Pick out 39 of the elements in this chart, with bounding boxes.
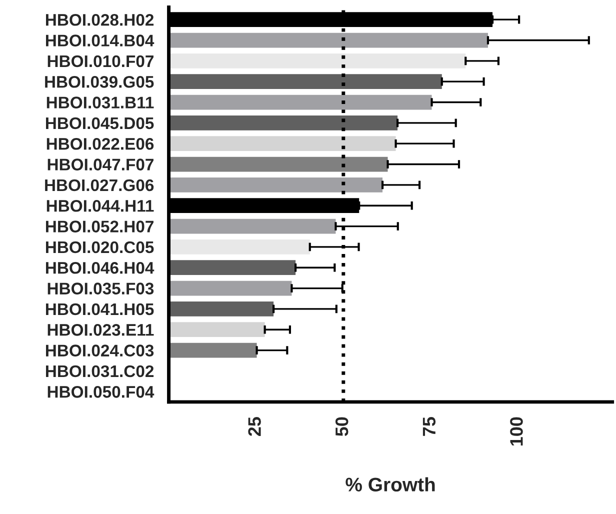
bar <box>168 342 257 358</box>
y-tick-label: HBOI.020.C05 <box>46 241 154 254</box>
y-tick-label: HBOI.046.H04 <box>46 262 154 274</box>
y-tick-label: HBOI.031.B11 <box>46 96 154 108</box>
x-tick-label: 50 <box>335 417 348 436</box>
y-tick-label: HBOI.044.H11 <box>46 200 154 212</box>
bar <box>168 260 296 276</box>
bar <box>168 32 488 48</box>
y-tick-label: HBOI.014.B04 <box>46 34 154 46</box>
y-tick-label: HBOI.031.C02 <box>46 365 154 378</box>
bar <box>168 94 432 110</box>
bar <box>168 177 383 192</box>
y-tick-label: HBOI.039.G05 <box>45 76 154 88</box>
y-tick-label: HBOI.027.G06 <box>45 179 154 192</box>
bar <box>168 218 336 234</box>
x-tick-label: 100 <box>510 417 523 446</box>
y-tick-label: HBOI.022.E06 <box>46 138 154 150</box>
y-tick-label: HBOI.047.F07 <box>48 158 154 170</box>
bar <box>168 115 398 130</box>
x-tick-label: 25 <box>248 417 261 436</box>
y-tick-label: HBOI.028.H02 <box>46 14 154 26</box>
y-tick-label: HBOI.035.F03 <box>48 282 154 295</box>
y-tick-label: HBOI.010.F07 <box>48 55 154 68</box>
bar <box>168 240 310 254</box>
bar <box>168 136 396 152</box>
y-tick-label: HBOI.024.C03 <box>46 344 154 357</box>
y-tick-label: HBOI.052.H07 <box>46 220 154 232</box>
bar <box>168 302 274 316</box>
bar <box>168 74 442 90</box>
bar <box>168 280 292 296</box>
x-tick-label: 75 <box>422 417 436 436</box>
bar <box>168 322 265 338</box>
y-tick-label: HBOI.045.D05 <box>46 117 154 130</box>
y-tick-label: HBOI.023.E11 <box>48 324 154 336</box>
bar <box>168 53 466 68</box>
x-axis-title: % Growth <box>346 477 435 492</box>
y-tick-label: HBOI.050.F04 <box>48 386 154 398</box>
bar <box>168 156 388 172</box>
y-tick-label: HBOI.041.H05 <box>46 303 154 316</box>
